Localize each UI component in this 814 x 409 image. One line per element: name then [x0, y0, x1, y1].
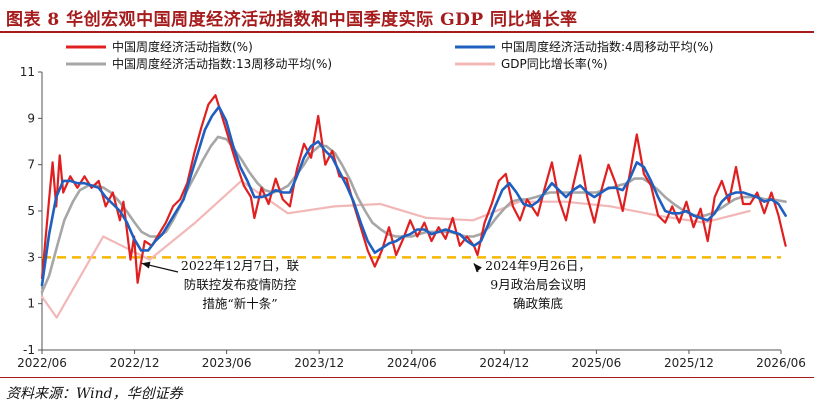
- annotation-arrowhead: [473, 263, 482, 272]
- y-tick-label: 7: [27, 158, 35, 172]
- y-tick-label: -1: [23, 343, 35, 357]
- x-tick-label: 2023/06: [202, 356, 252, 370]
- legend: 中国周度经济活动指数(%) 中国周度经济活动指数:4周移动平均(%) 中国周度经济活…: [66, 39, 713, 71]
- x-tick-label: 2022/06: [17, 356, 67, 370]
- y-tick-label: 9: [27, 111, 35, 125]
- chart-title: 图表 8 华创宏观中国周度经济活动指数和中国季度实际 GDP 同比增长率: [6, 10, 578, 30]
- y-tick-label: 1: [27, 297, 35, 311]
- x-tick-label: 2025/12: [664, 356, 714, 370]
- x-tick-label: 2024/06: [387, 356, 437, 370]
- source-divider: [0, 377, 814, 378]
- annotation-arrowhead: [141, 261, 151, 269]
- legend-label: GDP同比增长率(%): [501, 56, 608, 71]
- axes: -1 1 3 5 7 9 11 2022/06 2022/12 2023/06 2023/12 202…: [17, 65, 806, 370]
- x-tick-label: 2022/12: [110, 356, 160, 370]
- source-note: 资料来源：Wind，华创证券: [6, 386, 183, 402]
- x-tick-label: 2025/06: [571, 356, 621, 370]
- annotation-text-line: 措施“新十条”: [202, 296, 277, 311]
- x-tick-label: 2026/06: [756, 356, 806, 370]
- legend-label: 中国周度经济活动指数(%): [112, 39, 253, 54]
- y-tick-label: 11: [20, 65, 35, 79]
- series-4wk-moving-average: [40, 105, 787, 287]
- y-tick-label: 3: [27, 250, 35, 264]
- line-chart: -1 1 3 5 7 9 11 2022/06 2022/12 2023/06 2023/12 202…: [17, 39, 806, 370]
- series-13wk-moving-average: [40, 135, 787, 294]
- title-divider: [0, 31, 814, 33]
- series-layer: [40, 94, 787, 319]
- legend-label: 中国周度经济活动指数:4周移动平均(%): [501, 39, 713, 54]
- y-tick-label: 5: [27, 204, 35, 218]
- series-weekly-index: [40, 94, 787, 284]
- legend-label: 中国周度经济活动指数:13周移动平均(%): [112, 56, 332, 71]
- x-tick-label: 2023/12: [294, 356, 344, 370]
- x-tick-label: 2024/12: [479, 356, 529, 370]
- annotation-text-line: 9月政治局会议明: [490, 277, 585, 292]
- annotation-text-line: 确政策底: [513, 296, 563, 311]
- annotation-text-line: 防联控发布疫情防控: [184, 277, 297, 292]
- annotation-text-line: 2022年12月7日，联: [181, 258, 300, 273]
- annotation-text-line: 2024年9月26日，: [485, 258, 591, 273]
